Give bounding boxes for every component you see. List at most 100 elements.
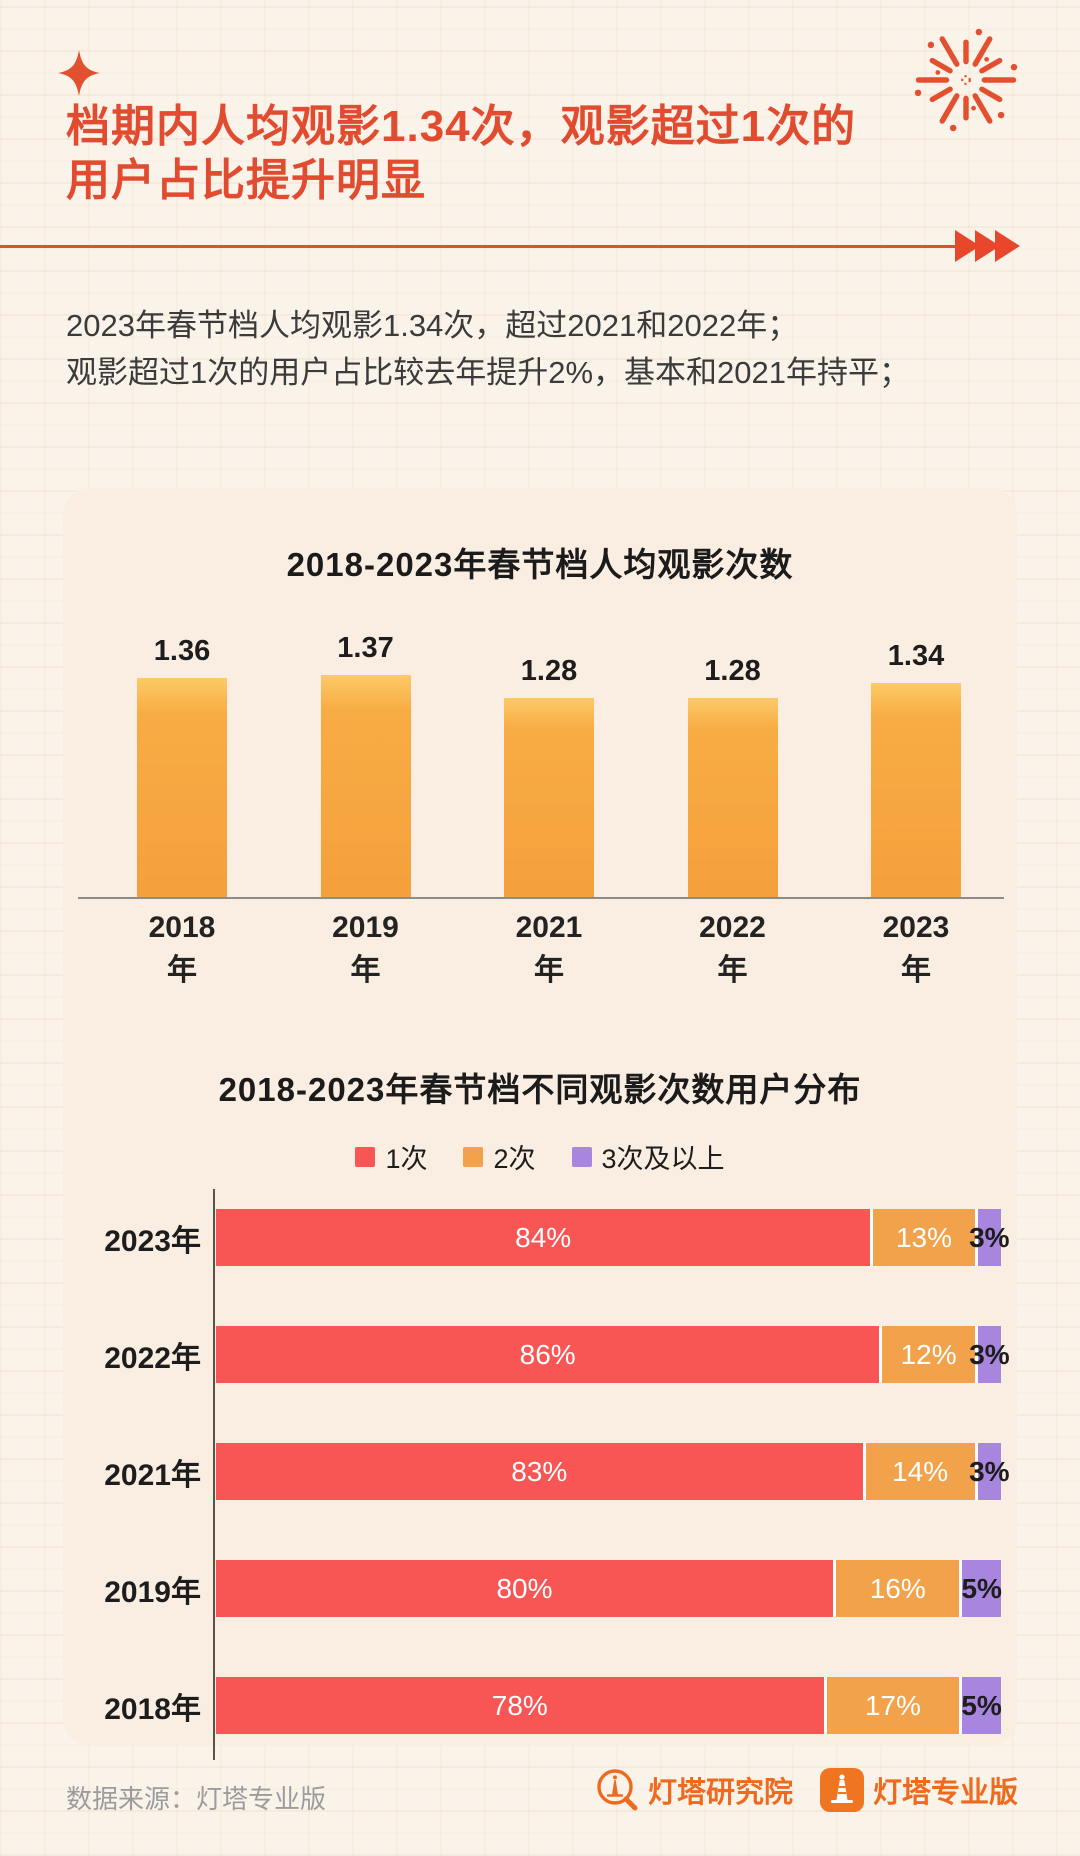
bar-value-label: 1.34: [887, 640, 945, 672]
lighthouse-badge-icon: [819, 1768, 864, 1812]
bar-segment-1: 80%: [216, 1560, 834, 1617]
segment-value-label: 12%: [900, 1338, 957, 1370]
bar-value-label: 1.28: [704, 655, 761, 687]
distribution-chart-title: 2018-2023年春节档不同观影次数用户分布: [218, 1071, 862, 1108]
page-title-line1: 档期内人均观影1.34次，观影超过1次的: [66, 102, 857, 151]
segment-value-label: 3%: [969, 1455, 1010, 1487]
distribution-row: 2021年 83% 14% 3%: [63, 1443, 1010, 1500]
distribution-row: 2018年 78% 17% 5%: [63, 1677, 1002, 1734]
bar-segment-1: 84%: [216, 1209, 871, 1266]
stacked-bar: 83% 14% 3%: [216, 1443, 1010, 1500]
avg-chart-title: 2018-2023年春节档人均观影次数: [286, 546, 794, 583]
sparkle-icon: [58, 50, 100, 96]
stacked-bar: 84% 13% 3%: [216, 1209, 1010, 1266]
beacon-pro-label: 灯塔专业版: [872, 1777, 1018, 1809]
fireworks-icon: [914, 28, 1018, 132]
legend-item: 1次: [355, 1137, 427, 1176]
segment-value-label: 78%: [491, 1689, 548, 1721]
avg-chart-xlabels: 2018年 2019年 2021年 2022年 2023年: [137, 911, 961, 989]
legend-label: 2次: [493, 1144, 536, 1174]
beacon-research-logo: 灯塔研究院: [592, 1766, 793, 1814]
data-source-text: 数据来源：灯塔专业版: [66, 1784, 327, 1814]
row-label: 2022年: [104, 1341, 201, 1375]
bar-segment-2: 17%: [826, 1677, 960, 1734]
divider-line: [0, 245, 962, 248]
bar-value-label: 1.37: [337, 632, 394, 664]
bar-column: 1.28: [504, 655, 594, 897]
distribution-rows: 2023年 84% 13% 3% 2022年 86% 12% 3% 2021年 83% 14% 3% 2…: [63, 1189, 1010, 1760]
bar-segment-2: 12%: [882, 1326, 975, 1383]
segment-value-label: 5%: [961, 1689, 1002, 1721]
bar: [504, 698, 594, 897]
avg-chart-columns: 1.36 1.37 1.28 1.28 1.34: [137, 622, 961, 897]
intro-line2: 观影超过1次的用户占比较去年提升2%，基本和2021年持平；: [66, 354, 911, 390]
charts-card: 2018-2023年春节档人均观影次数 1.36 1.37 1.28 1.28 1.34…: [63, 488, 1017, 1760]
bar-column: 1.36: [137, 635, 227, 897]
bar: [687, 698, 778, 897]
bar-segment-3: 5%: [961, 1560, 1002, 1617]
segment-value-label: 5%: [961, 1572, 1002, 1604]
beacon-research-label: 灯塔研究院: [647, 1777, 793, 1809]
distribution-row: 2019年 80% 16% 5%: [63, 1560, 1002, 1617]
bar-segment-1: 78%: [216, 1677, 824, 1734]
segment-value-label: 14%: [892, 1455, 949, 1487]
segment-value-label: 80%: [496, 1572, 553, 1604]
bar: [871, 683, 961, 897]
stacked-bar: 78% 17% 5%: [216, 1677, 1002, 1734]
segment-value-label: 16%: [869, 1572, 926, 1604]
distribution-legend: 1次 2次 3次及以上: [63, 1137, 1017, 1176]
segment-value-label: 86%: [519, 1338, 576, 1370]
stacked-bar: 80% 16% 5%: [216, 1560, 1002, 1617]
distribution-row: 2022年 86% 12% 3%: [63, 1326, 1010, 1383]
row-label: 2019年: [104, 1575, 201, 1609]
page-title-line2: 用户占比提升明显: [66, 155, 426, 205]
bar-column: 1.34: [871, 640, 961, 897]
bar-segment-2: 16%: [836, 1560, 960, 1617]
bar-value-label: 1.28: [520, 655, 578, 687]
x-axis-label: 2018年: [148, 911, 216, 987]
x-axis-label: 2023年: [882, 911, 950, 987]
legend-swatch: [571, 1146, 592, 1167]
bar-segment-3: 5%: [961, 1677, 1002, 1734]
legend-item: 3次及以上: [571, 1137, 725, 1176]
bar-segment-3: 3%: [969, 1326, 1010, 1383]
brand-logos: 灯塔研究院 灯塔专业版: [592, 1766, 1018, 1814]
bar-segment-3: 3%: [969, 1209, 1010, 1266]
bar-value-label: 1.36: [153, 635, 211, 667]
row-label: 2023年: [104, 1224, 201, 1258]
segment-value-label: 83%: [511, 1455, 568, 1487]
avg-chart-baseline: [78, 897, 1004, 899]
x-axis-label: 2019年: [332, 911, 399, 987]
intro-text: 2023年春节档人均观影1.34次，超过2021和2022年； 观影超过1次的用…: [66, 303, 910, 396]
bar-segment-1: 83%: [216, 1443, 863, 1500]
legend-swatch: [355, 1146, 376, 1167]
bar: [137, 678, 227, 897]
stacked-bar: 86% 12% 3%: [216, 1326, 1010, 1383]
divider-arrows-icon: [955, 230, 1020, 262]
beacon-pro-logo: 灯塔专业版: [819, 1767, 1018, 1813]
legend-label: 3次及以上: [601, 1144, 725, 1174]
x-axis-label: 2022年: [699, 911, 766, 987]
bar-segment-2: 13%: [873, 1209, 975, 1266]
segment-value-label: 13%: [895, 1221, 953, 1253]
bar-segment-3: 3%: [969, 1443, 1010, 1500]
segment-value-label: 3%: [969, 1338, 1010, 1370]
distribution-row: 2023年 84% 13% 3%: [63, 1209, 1010, 1266]
legend-item: 2次: [463, 1137, 536, 1176]
page-title: 档期内人均观影1.34次，观影超过1次的 用户占比提升明显: [66, 100, 996, 207]
x-axis-label: 2021年: [515, 911, 583, 987]
bar-segment-1: 86%: [216, 1326, 880, 1383]
bar-segment-2: 14%: [865, 1443, 975, 1500]
lighthouse-magnifier-icon: [597, 1769, 638, 1811]
intro-line1: 2023年春节档人均观影1.34次，超过2021和2022年；: [66, 308, 799, 343]
bar-column: 1.37: [320, 632, 411, 897]
row-label: 2021年: [104, 1458, 201, 1492]
segment-value-label: 17%: [864, 1689, 921, 1721]
distribution-y-axis: [213, 1189, 215, 1760]
legend-swatch: [463, 1146, 484, 1167]
row-label: 2018年: [104, 1692, 201, 1726]
bar: [320, 675, 411, 897]
segment-value-label: 84%: [515, 1221, 572, 1253]
bar-column: 1.28: [687, 655, 778, 897]
